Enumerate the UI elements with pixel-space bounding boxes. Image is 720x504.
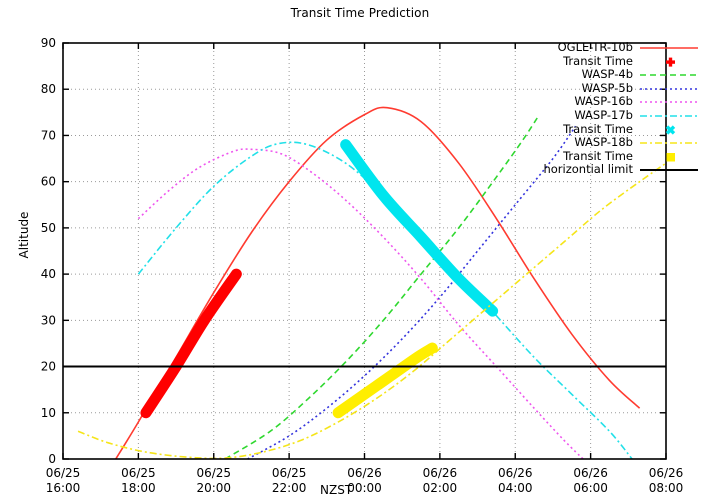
legend-item: Transit Time xyxy=(518,53,700,69)
x-tick-label-time: 08:00 xyxy=(649,481,684,495)
legend-item-label: WASP-18b xyxy=(574,135,633,150)
legend-item: WASP-17b xyxy=(518,107,700,123)
x-tick-label-date: 06/26 xyxy=(498,466,533,480)
axis-ticks: 010203040506070809006/2516:0006/2518:000… xyxy=(41,36,684,495)
x-tick-label-time: 20:00 xyxy=(196,481,231,495)
data-series-layer xyxy=(63,106,667,460)
y-tick-label: 0 xyxy=(48,452,56,466)
legend-item-key xyxy=(638,150,700,164)
transit-time-segment xyxy=(340,139,499,317)
series-curve xyxy=(77,162,667,460)
x-tick-label-date: 06/25 xyxy=(46,466,81,480)
legend-item-label: Transit Time xyxy=(563,121,633,136)
legend-item-label: OGLE-TR-10b xyxy=(557,40,633,54)
legend-item-label: Transit Time xyxy=(563,148,633,163)
legend-item-key xyxy=(638,123,700,137)
x-tick-label-time: 22:00 xyxy=(272,481,307,495)
legend-item-key xyxy=(638,95,700,109)
legend-item-key xyxy=(638,109,700,123)
y-tick-label: 30 xyxy=(41,313,56,327)
x-tick-label-date: 06/25 xyxy=(121,466,156,480)
y-tick-label: 80 xyxy=(41,82,56,96)
legend-item-label: WASP-16b xyxy=(574,94,633,109)
legend-item-key xyxy=(638,55,700,69)
series-curve xyxy=(115,106,641,460)
legend-item: WASP-16b xyxy=(518,95,700,109)
x-tick-label-date: 06/26 xyxy=(347,466,382,480)
legend-item-label: horizontial limit xyxy=(543,162,633,177)
legend-item: horizontial limit xyxy=(518,163,700,177)
x-tick-label-date: 06/26 xyxy=(649,466,684,480)
y-tick-label: 60 xyxy=(41,175,56,189)
x-tick-label-time: 18:00 xyxy=(121,481,156,495)
legend-item-label: WASP-17b xyxy=(574,107,633,122)
legend-item: Transit Time xyxy=(518,121,700,137)
legend-item: Transit Time xyxy=(518,148,700,164)
x-axis-label: NZST xyxy=(320,483,353,497)
transit-time-segment xyxy=(332,342,438,419)
x-tick-label-date: 06/26 xyxy=(573,466,608,480)
chart-title: Transit Time Prediction xyxy=(290,6,430,20)
legend: OGLE-TR-10b Transit Time WASP-4b WASP-5b WAS… xyxy=(518,40,700,177)
legend-item: WASP-5b xyxy=(518,80,700,96)
legend-item-key xyxy=(638,163,700,177)
y-tick-label: 40 xyxy=(41,267,56,281)
transit-time-segment xyxy=(140,268,242,419)
y-tick-label: 10 xyxy=(41,406,56,420)
y-tick-label: 70 xyxy=(41,128,56,142)
legend-item-label: Transit Time xyxy=(563,53,633,68)
y-tick-label: 90 xyxy=(41,36,56,50)
x-tick-label-time: 06:00 xyxy=(573,481,608,495)
legend-item: OGLE-TR-10b xyxy=(518,40,700,55)
x-tick-label-time: 04:00 xyxy=(498,481,533,495)
legend-item-label: WASP-4b xyxy=(581,67,633,82)
series-curve xyxy=(137,148,584,460)
legend-item-key xyxy=(638,82,700,96)
plus-marker-icon xyxy=(666,57,675,67)
x-tick-label-time: 00:00 xyxy=(347,481,382,495)
legend-item: WASP-18b xyxy=(518,136,700,150)
series-curve xyxy=(224,116,539,460)
x-tick-label-date: 06/26 xyxy=(423,466,458,480)
y-tick-label: 20 xyxy=(41,360,56,374)
legend-item: WASP-4b xyxy=(518,68,700,82)
square-marker-icon xyxy=(666,152,675,162)
legend-item-key xyxy=(638,136,700,150)
legend-item-label: WASP-5b xyxy=(581,80,633,95)
cross-marker-icon xyxy=(665,124,676,135)
x-tick-label-time: 16:00 xyxy=(46,481,81,495)
x-tick-label-time: 02:00 xyxy=(423,481,458,495)
y-tick-label: 50 xyxy=(41,221,56,235)
series-curve xyxy=(247,125,577,460)
x-tick-label-date: 06/25 xyxy=(196,466,231,480)
legend-item-key xyxy=(638,41,700,55)
legend-item-key xyxy=(638,68,700,82)
x-tick-label-date: 06/25 xyxy=(272,466,307,480)
